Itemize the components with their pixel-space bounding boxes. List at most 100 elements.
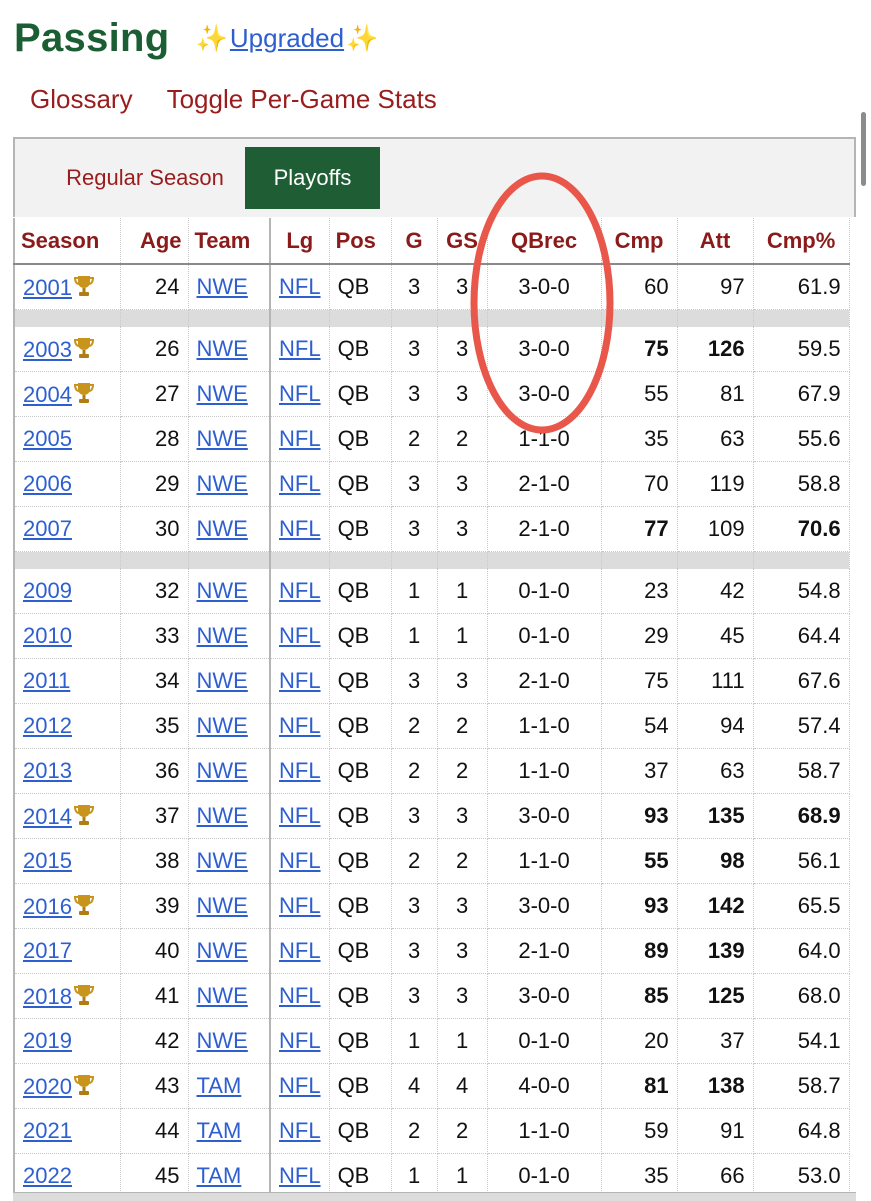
team-cell: NWE xyxy=(188,416,271,462)
qb-record-cell: 1-1-0 xyxy=(487,416,602,462)
col-lg-header[interactable]: Lg xyxy=(270,218,330,265)
completions-cell: 29 xyxy=(601,613,678,659)
league-cell: NFL xyxy=(270,1153,330,1199)
season-link[interactable]: 2014 xyxy=(23,803,72,829)
league-link[interactable]: NFL xyxy=(279,893,321,918)
col-cmp-pct-header[interactable]: Cmp% xyxy=(753,218,850,265)
season-link[interactable]: 2001 xyxy=(23,274,72,300)
season-link[interactable]: 2003 xyxy=(23,336,72,362)
col-pos-header[interactable]: Pos xyxy=(329,218,392,265)
league-link[interactable]: NFL xyxy=(279,1163,321,1188)
col-team-header[interactable]: Team xyxy=(188,218,271,265)
league-link[interactable]: NFL xyxy=(279,426,321,451)
league-link[interactable]: NFL xyxy=(279,1118,321,1143)
team-link[interactable]: NWE xyxy=(196,623,248,648)
col-qbrec-header[interactable]: QBrec xyxy=(487,218,602,265)
scrollbar-thumb[interactable] xyxy=(861,112,866,186)
season-link[interactable]: 2009 xyxy=(23,578,72,603)
season-link[interactable]: 2004 xyxy=(23,381,72,407)
team-link[interactable]: NWE xyxy=(196,983,248,1008)
spacer-cell xyxy=(120,309,189,327)
season-link[interactable]: 2021 xyxy=(23,1118,72,1143)
league-link[interactable]: NFL xyxy=(279,848,321,873)
team-link[interactable]: NWE xyxy=(196,274,248,299)
team-link[interactable]: NWE xyxy=(196,1028,248,1053)
team-cell: NWE xyxy=(188,613,271,659)
completion-pct-cell: 58.7 xyxy=(753,748,850,794)
tab-regular-season[interactable]: Regular Season xyxy=(66,165,224,190)
position-cell: QB xyxy=(329,703,392,749)
team-link[interactable]: NWE xyxy=(196,426,248,451)
spacer-row xyxy=(13,551,850,569)
team-link[interactable]: TAM xyxy=(196,1163,242,1188)
season-cell: 2014 xyxy=(13,793,121,839)
season-link[interactable]: 2016 xyxy=(23,893,72,919)
season-link[interactable]: 2017 xyxy=(23,938,72,963)
season-link[interactable]: 2006 xyxy=(23,471,72,496)
team-link[interactable]: NWE xyxy=(196,578,248,603)
tab-playoffs[interactable]: Playoffs xyxy=(245,147,380,209)
col-gs-header[interactable]: GS xyxy=(437,218,488,265)
league-link[interactable]: NFL xyxy=(279,668,321,693)
season-link[interactable]: 2013 xyxy=(23,758,72,783)
games-cell: 1 xyxy=(391,1018,438,1064)
team-link[interactable]: NWE xyxy=(196,758,248,783)
season-link[interactable]: 2018 xyxy=(23,983,72,1009)
team-link[interactable]: NWE xyxy=(196,668,248,693)
team-link[interactable]: NWE xyxy=(196,713,248,738)
league-link[interactable]: NFL xyxy=(279,471,321,496)
season-link[interactable]: 2019 xyxy=(23,1028,72,1053)
league-link[interactable]: NFL xyxy=(279,713,321,738)
table-row: 2018 41 NWE NFL QB 3 3 3-0-0 85 125 68.0 xyxy=(13,973,850,1019)
season-cell: 2007 xyxy=(13,506,121,552)
toggle-per-game-link[interactable]: Toggle Per-Game Stats xyxy=(166,84,437,114)
position-cell: QB xyxy=(329,748,392,794)
position-cell: QB xyxy=(329,569,392,614)
league-link[interactable]: NFL xyxy=(279,274,321,299)
season-link[interactable]: 2010 xyxy=(23,623,72,648)
league-link[interactable]: NFL xyxy=(279,623,321,648)
season-link[interactable]: 2015 xyxy=(23,848,72,873)
completions-cell: 35 xyxy=(601,416,678,462)
team-link[interactable]: NWE xyxy=(196,471,248,496)
league-link[interactable]: NFL xyxy=(279,938,321,963)
upgraded-link[interactable]: Upgraded xyxy=(229,22,345,53)
league-link[interactable]: NFL xyxy=(279,758,321,783)
season-link[interactable]: 2007 xyxy=(23,516,72,541)
team-link[interactable]: TAM xyxy=(196,1073,242,1098)
league-link[interactable]: NFL xyxy=(279,381,321,406)
league-link[interactable]: NFL xyxy=(279,1028,321,1053)
team-link[interactable]: TAM xyxy=(196,1118,242,1143)
games-started-cell: 3 xyxy=(437,371,488,417)
season-link[interactable]: 2020 xyxy=(23,1073,72,1099)
col-cmp-header[interactable]: Cmp xyxy=(601,218,678,265)
team-link[interactable]: NWE xyxy=(196,803,248,828)
completion-pct-cell: 56.1 xyxy=(753,838,850,884)
league-link[interactable]: NFL xyxy=(279,983,321,1008)
season-cell: 2021 xyxy=(13,1108,121,1154)
league-link[interactable]: NFL xyxy=(279,336,321,361)
col-att-header[interactable]: Att xyxy=(677,218,754,265)
season-link[interactable]: 2012 xyxy=(23,713,72,738)
league-link[interactable]: NFL xyxy=(279,803,321,828)
team-link[interactable]: NWE xyxy=(196,893,248,918)
team-link[interactable]: NWE xyxy=(196,938,248,963)
glossary-link[interactable]: Glossary xyxy=(30,84,133,114)
col-g-header[interactable]: G xyxy=(391,218,438,265)
completions-cell: 60 xyxy=(601,264,678,310)
league-link[interactable]: NFL xyxy=(279,578,321,603)
team-link[interactable]: NWE xyxy=(196,381,248,406)
team-link[interactable]: NWE xyxy=(196,848,248,873)
col-age-header[interactable]: Age xyxy=(120,218,189,265)
season-link[interactable]: 2022 xyxy=(23,1163,72,1188)
age-cell: 32 xyxy=(120,569,189,614)
spacer-row xyxy=(13,309,850,327)
league-link[interactable]: NFL xyxy=(279,1073,321,1098)
col-season-header[interactable]: Season xyxy=(13,218,121,265)
league-link[interactable]: NFL xyxy=(279,516,321,541)
season-link[interactable]: 2011 xyxy=(23,668,71,693)
team-link[interactable]: NWE xyxy=(196,516,248,541)
games-started-cell: 3 xyxy=(437,973,488,1019)
season-link[interactable]: 2005 xyxy=(23,426,72,451)
team-link[interactable]: NWE xyxy=(196,336,248,361)
